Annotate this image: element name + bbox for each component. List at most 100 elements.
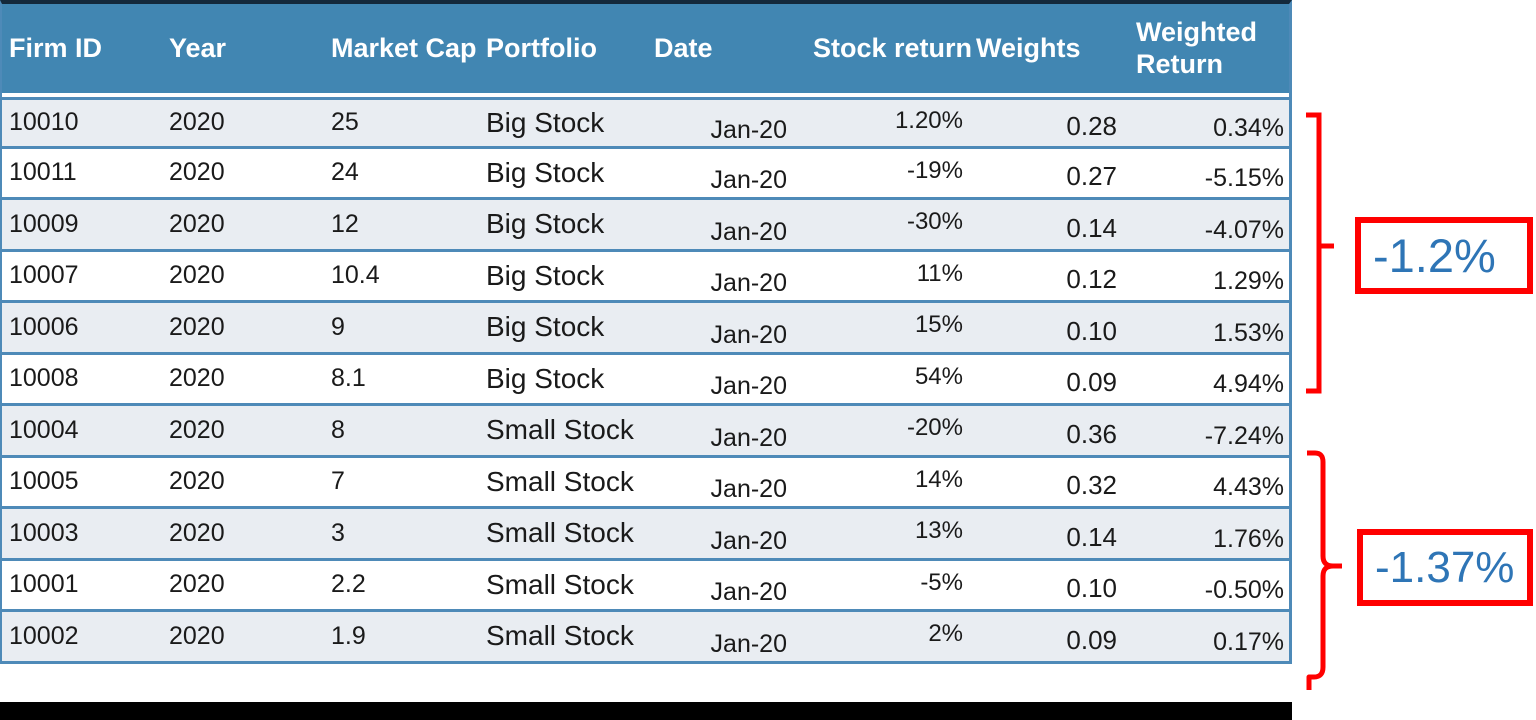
cell-weights: 0.14 xyxy=(967,200,1127,252)
year-value: 2020 xyxy=(169,570,225,599)
firm-id-value: 10008 xyxy=(9,364,79,393)
date-value: Jan-20 xyxy=(710,629,787,658)
weights-value: 0.32 xyxy=(1066,470,1117,501)
cell-portfolio: Small Stock xyxy=(482,406,647,458)
cell-weighted-return: 4.43% xyxy=(1127,457,1289,509)
cell-firm-id: 10003 xyxy=(2,509,162,561)
cell-market-cap: 2.2 xyxy=(322,560,482,612)
col-header-market-cap-label: Market Cap xyxy=(331,32,477,63)
stock-return-value: 15% xyxy=(914,311,963,339)
cell-weighted-return: 1.76% xyxy=(1127,509,1289,561)
cell-market-cap: 8 xyxy=(322,406,482,458)
firm-id-value: 10003 xyxy=(9,518,79,547)
date-value: Jan-20 xyxy=(710,372,787,401)
cell-date: Jan-20 xyxy=(647,354,807,406)
date-value: Jan-20 xyxy=(710,217,787,246)
firm-id-value: 10002 xyxy=(9,621,79,650)
col-header-firm-id: Firm ID xyxy=(2,4,162,97)
cell-date: Jan-20 xyxy=(647,560,807,612)
cell-year: 2020 xyxy=(162,457,322,509)
cell-date: Jan-20 xyxy=(647,200,807,252)
col-header-portfolio: Portfolio xyxy=(482,4,647,97)
cell-weights: 0.14 xyxy=(967,509,1127,561)
weights-value: 0.09 xyxy=(1066,624,1117,655)
cell-weighted-return: 0.34% xyxy=(1127,97,1289,149)
year-value: 2020 xyxy=(169,364,225,393)
year-value: 2020 xyxy=(169,415,225,444)
weighted-return-value: 0.34% xyxy=(1213,114,1284,143)
cell-weights: 0.36 xyxy=(967,406,1127,458)
cell-stock-return: 2% xyxy=(807,612,967,664)
market-cap-value: 1.9 xyxy=(331,621,366,650)
weighted-return-value: -5.15% xyxy=(1204,164,1284,193)
portfolio-value: Big Stock xyxy=(486,259,605,291)
col-header-portfolio-label: Portfolio xyxy=(486,32,597,63)
portfolio-value: Big Stock xyxy=(486,311,605,343)
col-header-date-label: Date xyxy=(654,32,713,63)
big-stock-return-callout: -1.2% xyxy=(1355,217,1533,294)
firm-id-value: 10006 xyxy=(9,312,79,341)
stock-return-value: -19% xyxy=(906,156,963,184)
cell-stock-return: 1.20% xyxy=(807,97,967,149)
weighted-return-value: 1.53% xyxy=(1213,318,1284,347)
cell-portfolio: Small Stock xyxy=(482,509,647,561)
cell-year: 2020 xyxy=(162,148,322,200)
weights-value: 0.09 xyxy=(1066,367,1117,398)
big-stock-return-value: -1.2% xyxy=(1373,229,1496,282)
cell-firm-id: 10002 xyxy=(2,612,162,664)
cell-stock-return: 15% xyxy=(807,303,967,355)
weights-value: 0.14 xyxy=(1066,212,1117,243)
cell-stock-return: -19% xyxy=(807,148,967,200)
date-value: Jan-20 xyxy=(710,526,787,555)
cell-stock-return: 13% xyxy=(807,509,967,561)
date-value: Jan-20 xyxy=(710,578,787,607)
market-cap-value: 12 xyxy=(331,209,359,238)
cell-portfolio: Big Stock xyxy=(482,200,647,252)
market-cap-value: 9 xyxy=(331,312,345,341)
stock-return-value: 13% xyxy=(914,517,963,545)
cell-firm-id: 10001 xyxy=(2,560,162,612)
col-header-stock-return: Stock return xyxy=(807,4,972,97)
stock-return-value: 11% xyxy=(916,259,963,287)
cell-stock-return: -30% xyxy=(807,200,967,252)
cell-weights: 0.12 xyxy=(967,251,1127,303)
firm-id-value: 10005 xyxy=(9,467,79,496)
cell-year: 2020 xyxy=(162,303,322,355)
market-cap-value: 10.4 xyxy=(331,261,380,290)
cell-portfolio: Small Stock xyxy=(482,612,647,664)
cell-stock-return: 54% xyxy=(807,354,967,406)
header-row: Firm ID Year Market Cap Portfolio Date S… xyxy=(2,4,1289,97)
col-header-weights: Weights xyxy=(967,4,1127,97)
cell-weights: 0.10 xyxy=(967,560,1127,612)
cell-weights: 0.28 xyxy=(967,97,1127,149)
cell-firm-id: 10005 xyxy=(2,457,162,509)
year-value: 2020 xyxy=(169,518,225,547)
cell-stock-return: -20% xyxy=(807,406,967,458)
market-cap-value: 8 xyxy=(331,415,345,444)
year-value: 2020 xyxy=(169,467,225,496)
weights-value: 0.28 xyxy=(1066,111,1117,142)
market-cap-value: 25 xyxy=(331,108,359,137)
cell-firm-id: 10008 xyxy=(2,354,162,406)
stock-return-value: -5% xyxy=(920,568,963,596)
cell-market-cap: 3 xyxy=(322,509,482,561)
firm-id-value: 10004 xyxy=(9,415,79,444)
small-stock-bracket xyxy=(1306,450,1342,690)
portfolio-value: Big Stock xyxy=(486,208,605,240)
portfolio-value: Small Stock xyxy=(486,465,634,497)
weighted-return-value: 0.17% xyxy=(1213,627,1284,656)
cell-year: 2020 xyxy=(162,406,322,458)
weighted-return-value: 1.76% xyxy=(1213,524,1284,553)
portfolio-returns-table: Firm ID Year Market Cap Portfolio Date S… xyxy=(0,0,1292,664)
cell-market-cap: 1.9 xyxy=(322,612,482,664)
col-header-firm-id-label: Firm ID xyxy=(9,32,103,63)
cell-weighted-return: -7.24% xyxy=(1127,406,1289,458)
date-value: Jan-20 xyxy=(710,166,787,195)
cell-weighted-return: -4.07% xyxy=(1127,200,1289,252)
cell-firm-id: 10010 xyxy=(2,97,162,149)
small-stock-return-callout: -1.37% xyxy=(1357,529,1533,606)
cell-date: Jan-20 xyxy=(647,148,807,200)
date-value: Jan-20 xyxy=(710,475,787,504)
small-stock-return-value: -1.37% xyxy=(1375,542,1515,592)
market-cap-value: 7 xyxy=(331,467,345,496)
